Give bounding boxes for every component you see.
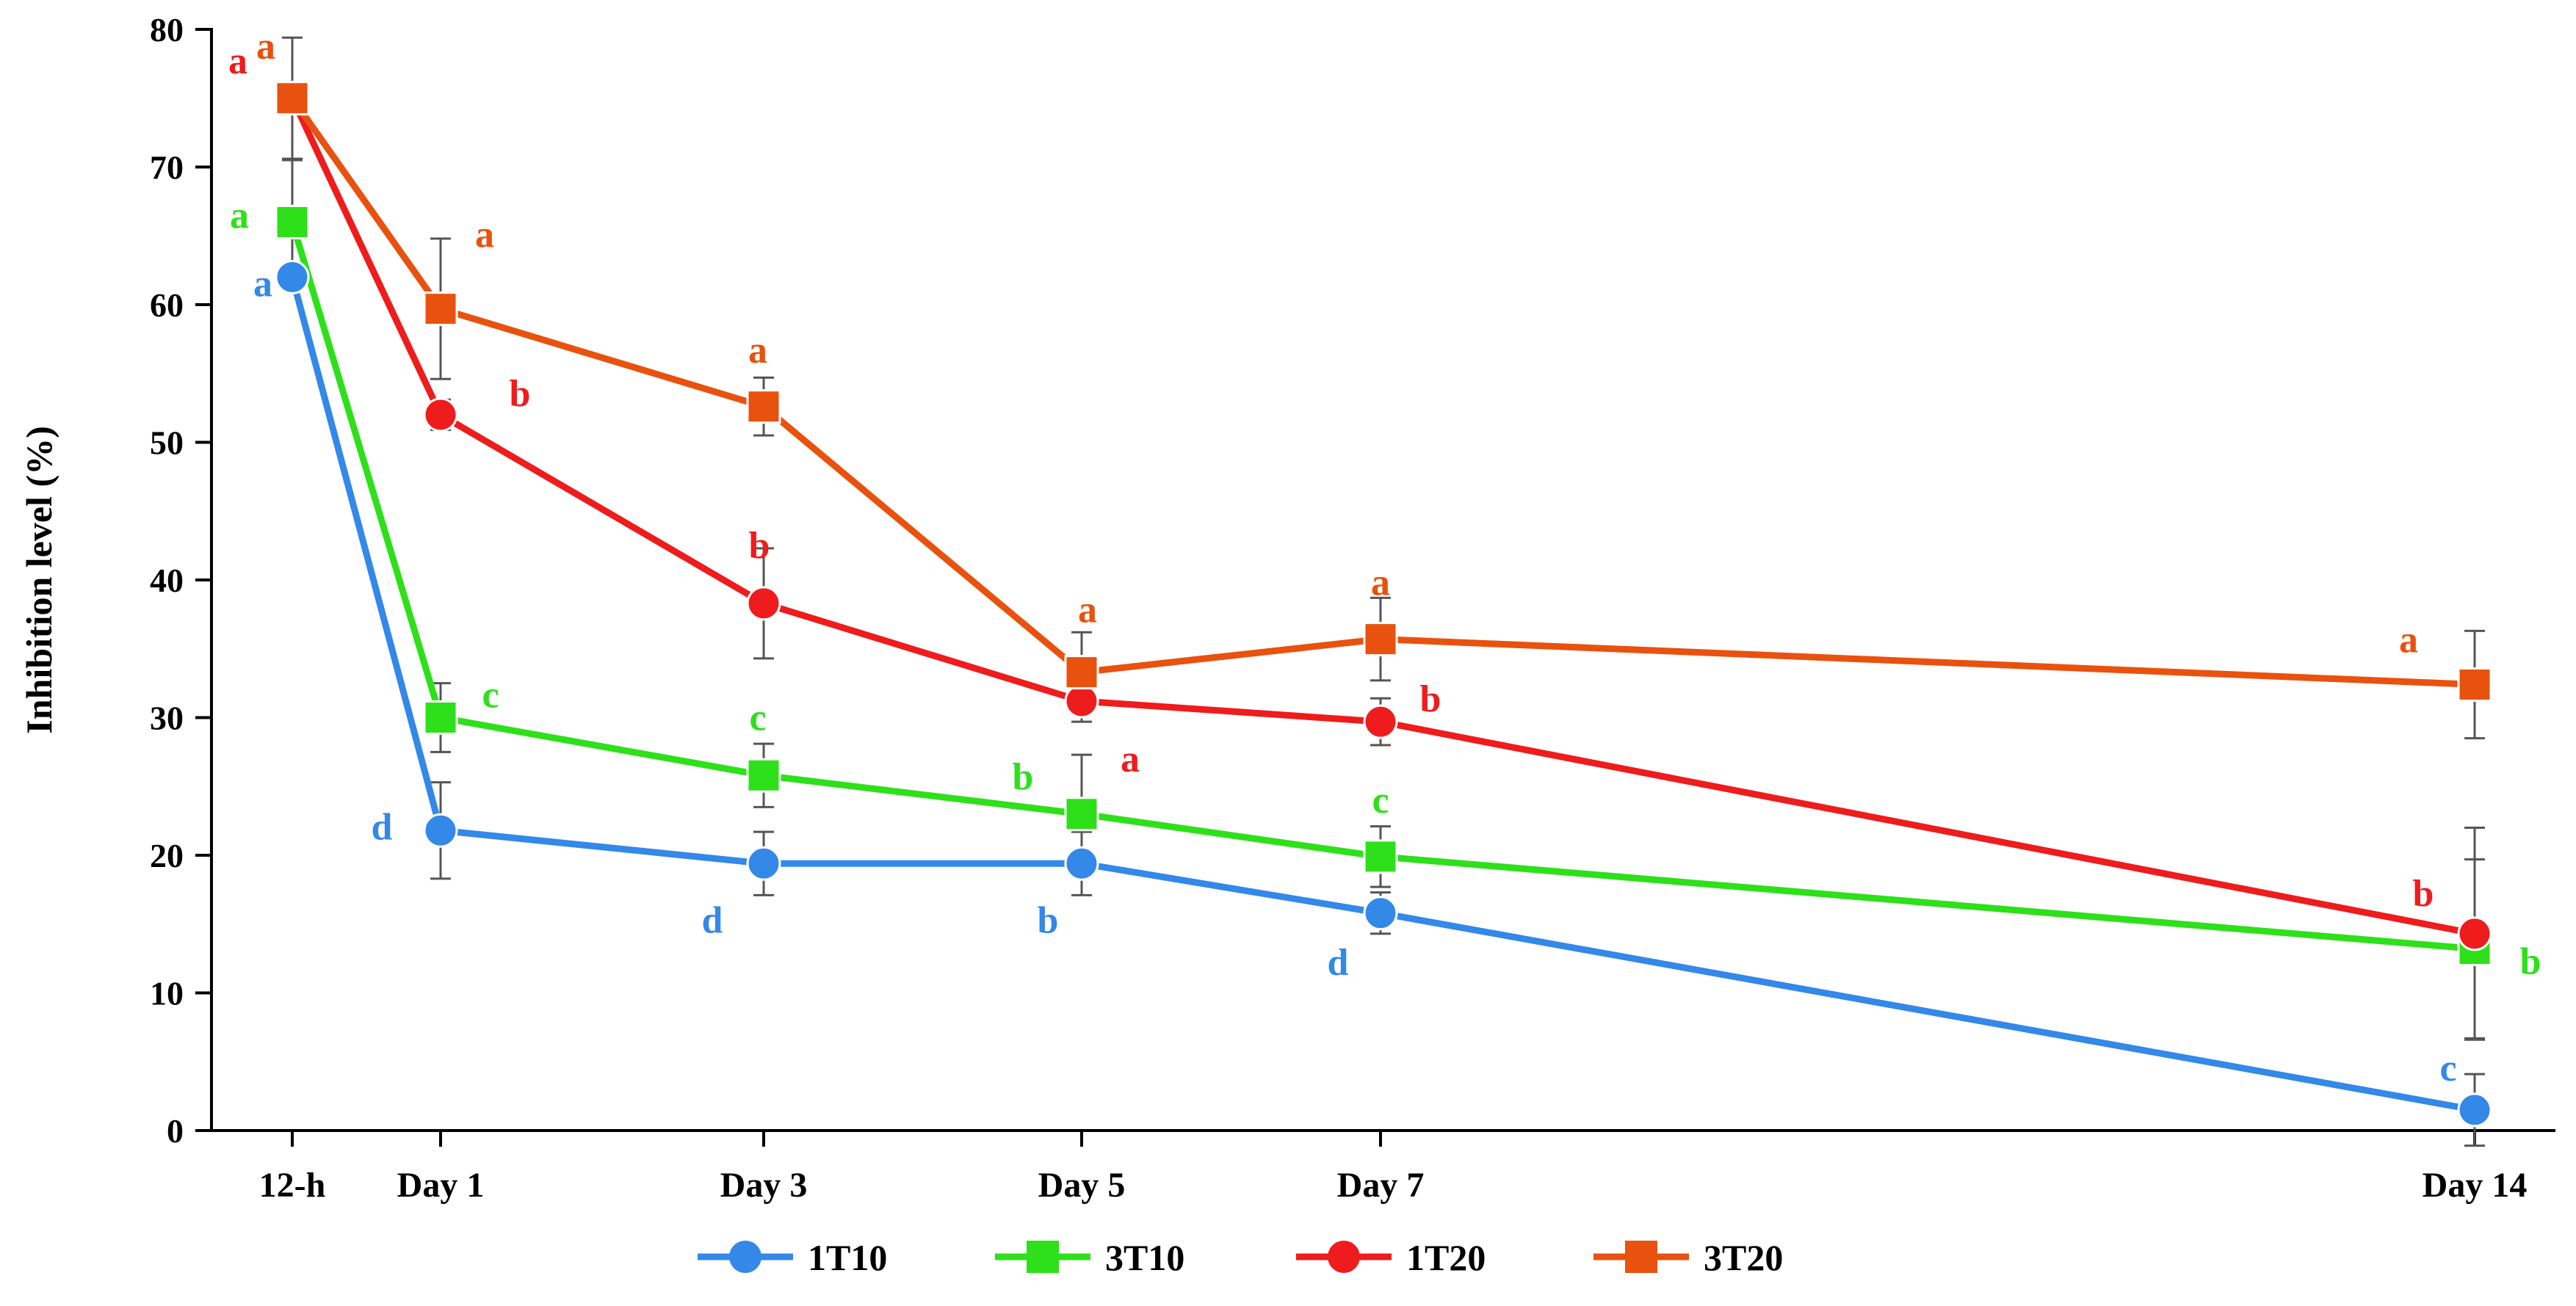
data-point-3T20: [275, 81, 310, 116]
legend-marker: [1625, 1241, 1657, 1273]
x-tick-label: Day 7: [1337, 1166, 1425, 1205]
significance-letter: a: [228, 40, 247, 82]
significance-letter: a: [748, 330, 767, 371]
significance-letter: d: [1328, 942, 1349, 984]
significance-letter: a: [1078, 589, 1097, 631]
y-axis-title: Inhibition level (%): [18, 426, 59, 733]
y-tick-label: 10: [150, 975, 184, 1012]
significance-letter: b: [1013, 756, 1034, 798]
data-point-1T10: [423, 813, 458, 848]
series-line-1T20: [289, 96, 2475, 937]
significance-letter: b: [510, 373, 531, 415]
significance-letter: a: [475, 214, 494, 256]
significance-letter: a: [2399, 620, 2418, 661]
significance-letter: b: [749, 525, 770, 567]
x-tick-label: Day 5: [1038, 1166, 1126, 1205]
significance-letter: c: [1372, 780, 1389, 821]
legend-label: 3T20: [1704, 1237, 1783, 1278]
y-tick-label: 0: [167, 1112, 184, 1150]
data-point-1T20: [1064, 683, 1099, 719]
data-point-1T10: [275, 260, 310, 294]
significance-letter: b: [2413, 873, 2434, 915]
data-point-3T20: [746, 389, 781, 424]
data-point-1T10: [1064, 846, 1099, 881]
data-point-3T10: [1363, 839, 1398, 874]
significance-letter: a: [230, 195, 249, 237]
significance-letter: a: [253, 264, 272, 305]
data-point-1T20: [2457, 916, 2492, 951]
data-point-1T20: [1363, 704, 1398, 739]
data-point-1T20: [746, 586, 781, 621]
legend-label: 1T20: [1406, 1237, 1486, 1278]
series-line-3T20: [289, 96, 2475, 688]
significance-letter: a: [1121, 739, 1140, 780]
data-point-1T10: [2457, 1092, 2492, 1128]
data-point-3T10: [1064, 797, 1099, 832]
significance-letter: b: [1420, 678, 1441, 720]
legend-marker: [729, 1241, 761, 1273]
significance-letter: c: [2439, 1048, 2456, 1089]
significance-letter: c: [749, 697, 766, 739]
series-line-1T10: [289, 276, 2475, 1114]
significance-letter: d: [702, 899, 723, 941]
y-tick-label: 40: [150, 562, 184, 599]
x-tick-label: Day 1: [397, 1166, 485, 1205]
data-point-3T20: [423, 291, 458, 327]
legend-item: 1T10: [698, 1237, 887, 1278]
significance-letter: a: [256, 26, 275, 68]
series-line-3T10: [289, 221, 2475, 952]
legend-label: 3T10: [1105, 1237, 1184, 1278]
data-point-3T10: [423, 700, 458, 735]
y-tick-label: 80: [150, 11, 184, 48]
data-point-3T20: [1064, 655, 1099, 690]
significance-letter: c: [482, 675, 499, 717]
data-point-1T10: [746, 846, 781, 881]
data-point-3T10: [746, 758, 781, 793]
y-tick-label: 70: [150, 149, 184, 186]
x-tick-label: Day 14: [2423, 1166, 2528, 1205]
data-point-1T10: [1363, 896, 1398, 931]
legend-marker: [1328, 1241, 1360, 1273]
legend-label: 1T10: [808, 1237, 887, 1278]
x-tick-label: 12-h: [259, 1166, 326, 1205]
significance-letter: b: [1038, 899, 1059, 941]
y-tick-label: 30: [150, 700, 184, 737]
legend-item: 1T20: [1296, 1237, 1486, 1278]
x-tick-label: Day 3: [720, 1166, 808, 1205]
legend-item: 3T20: [1593, 1237, 1783, 1278]
significance-letter: b: [2520, 941, 2541, 983]
significance-letter: a: [1371, 562, 1390, 604]
significance-letter: d: [372, 806, 393, 848]
data-point-3T20: [2457, 667, 2492, 702]
y-tick-label: 60: [150, 286, 184, 324]
data-point-1T20: [423, 397, 458, 432]
data-point-3T20: [1363, 622, 1398, 657]
y-tick-label: 20: [150, 837, 184, 874]
data-point-3T10: [275, 205, 310, 239]
legend-item: 3T10: [995, 1237, 1184, 1278]
y-tick-label: 50: [150, 424, 184, 462]
legend-marker: [1027, 1241, 1059, 1273]
